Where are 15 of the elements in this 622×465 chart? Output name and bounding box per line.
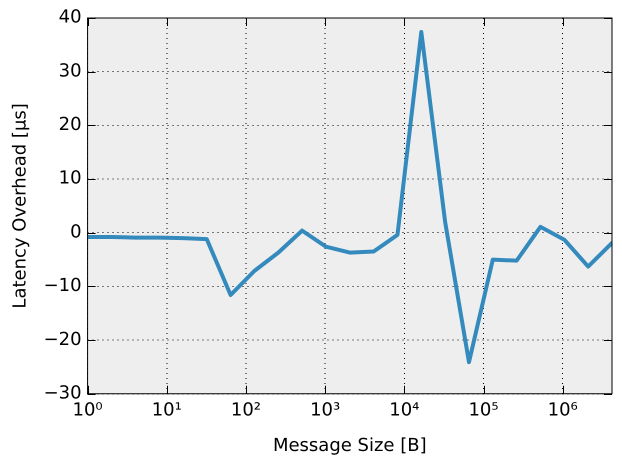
x-tick-label: 10⁶ (548, 399, 578, 420)
x-tick-label: 10⁵ (468, 399, 499, 420)
y-tick-label: 0 (70, 221, 82, 242)
y-axis-title: Latency Overhead [μs] (9, 103, 30, 309)
x-tick-label: 10⁴ (389, 399, 420, 420)
y-tick-label: −10 (44, 275, 82, 296)
x-tick-label: 10² (230, 399, 262, 420)
y-tick-label: 10 (58, 168, 82, 189)
y-tick-label: 30 (58, 60, 82, 82)
y-tick-label: 40 (58, 6, 82, 28)
x-tick-label: 10³ (310, 399, 340, 420)
x-axis-title: Message Size [B] (272, 434, 427, 456)
y-tick-label: −20 (44, 328, 82, 350)
y-tick-label: 20 (58, 114, 82, 136)
x-tick-label: 10¹ (152, 399, 182, 420)
